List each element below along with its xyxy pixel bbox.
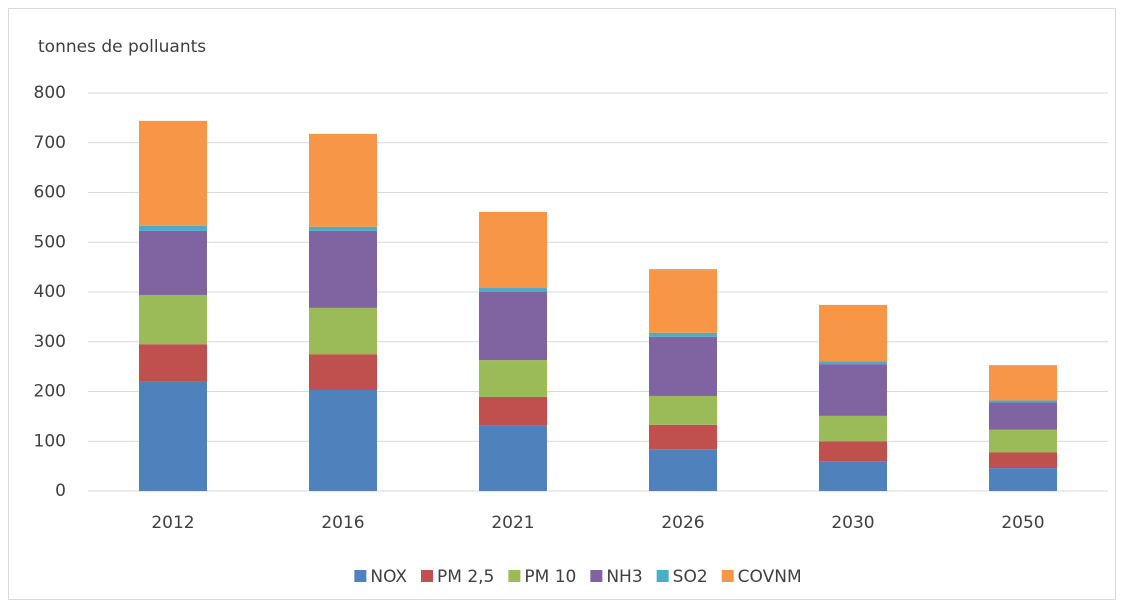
bar-segment bbox=[819, 361, 887, 365]
bar-segment bbox=[479, 425, 547, 491]
bar-segment bbox=[139, 381, 207, 491]
bar-segment bbox=[649, 269, 717, 333]
bar-segment bbox=[309, 390, 377, 491]
bar-segment bbox=[309, 230, 377, 308]
y-tick-label: 0 bbox=[55, 481, 66, 501]
bar-segment bbox=[649, 336, 717, 396]
legend-swatch bbox=[656, 570, 669, 582]
bar-segment bbox=[649, 449, 717, 491]
legend-label: NH3 bbox=[606, 567, 642, 587]
bar-segment bbox=[479, 396, 547, 426]
x-tick-label: 2012 bbox=[151, 513, 194, 533]
chart-title: tonnes de polluants bbox=[38, 37, 206, 57]
x-tick-label: 2016 bbox=[321, 513, 364, 533]
bar-segment bbox=[649, 332, 717, 337]
bar-segment bbox=[309, 133, 377, 227]
bar-segment bbox=[479, 292, 547, 361]
x-tick-label: 2030 bbox=[831, 513, 874, 533]
bar-segment bbox=[819, 415, 887, 442]
bar-segment bbox=[309, 226, 377, 231]
bar-segment bbox=[139, 230, 207, 295]
y-tick-label: 600 bbox=[34, 183, 66, 203]
y-tick-label: 500 bbox=[34, 232, 66, 252]
legend-swatch bbox=[590, 570, 603, 582]
bar-segment bbox=[139, 120, 207, 226]
bar-segment bbox=[479, 211, 547, 289]
bar-segment bbox=[649, 424, 717, 450]
y-tick-label: 200 bbox=[34, 382, 66, 402]
legend-label: PM 2,5 bbox=[437, 567, 494, 587]
bar-segment bbox=[309, 307, 377, 355]
x-tick-label: 2026 bbox=[661, 513, 704, 533]
bar-segment bbox=[139, 294, 207, 345]
bar-segment bbox=[819, 364, 887, 416]
x-tick-label: 2021 bbox=[491, 513, 534, 533]
legend-swatch bbox=[508, 570, 521, 582]
bar-segment bbox=[819, 441, 887, 462]
legend-label: COVNM bbox=[738, 567, 802, 587]
x-tick-label: 2050 bbox=[1001, 513, 1044, 533]
bar-segment bbox=[139, 225, 207, 231]
bar-segment bbox=[989, 400, 1057, 403]
legend-label: PM 10 bbox=[524, 567, 576, 587]
legend-label: NOX bbox=[370, 567, 407, 587]
bar-segment bbox=[649, 395, 717, 425]
bar-segment bbox=[819, 461, 887, 491]
y-tick-label: 700 bbox=[34, 133, 66, 153]
y-tick-label: 400 bbox=[34, 282, 66, 302]
bar-segment bbox=[479, 288, 547, 292]
bar-segment bbox=[139, 344, 207, 382]
legend-swatch bbox=[354, 570, 367, 582]
bar-segment bbox=[309, 354, 377, 391]
legend-label: SO2 bbox=[673, 567, 708, 587]
bar-segment bbox=[989, 429, 1057, 453]
bar-segment bbox=[989, 402, 1057, 430]
y-tick-label: 300 bbox=[34, 332, 66, 352]
y-tick-label: 800 bbox=[34, 83, 66, 103]
y-tick-label: 100 bbox=[34, 431, 66, 451]
bar-segment bbox=[989, 452, 1057, 469]
bar-segment bbox=[989, 365, 1057, 401]
bar-segment bbox=[989, 468, 1057, 491]
bar-segment bbox=[819, 304, 887, 362]
legend-swatch bbox=[421, 570, 434, 582]
bar-segment bbox=[479, 360, 547, 397]
legend-swatch bbox=[721, 570, 734, 582]
